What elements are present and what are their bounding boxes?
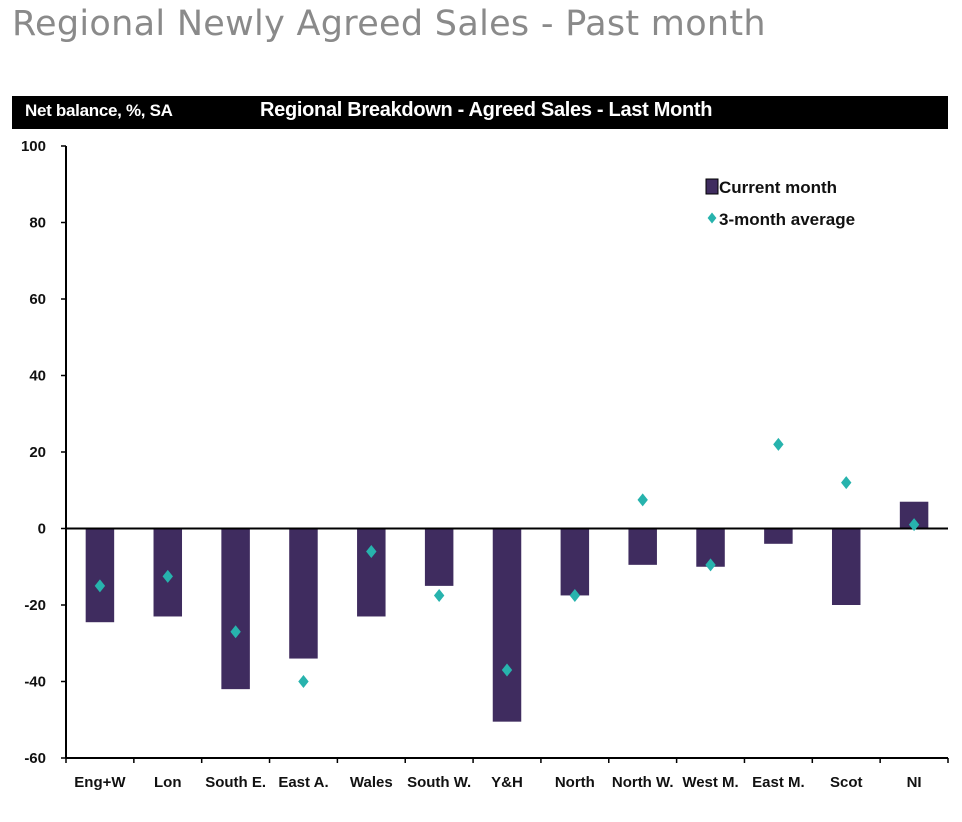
y-tick-label: 60 bbox=[29, 291, 46, 308]
bar-south-e bbox=[221, 528, 250, 690]
x-tick-label-eng-w: Eng+W bbox=[74, 774, 126, 791]
x-tick-label-scot: Scot bbox=[830, 774, 863, 791]
x-tick-label-south-w: South W. bbox=[407, 774, 471, 791]
bar-north-w bbox=[628, 528, 657, 565]
bar-east-a bbox=[289, 528, 318, 659]
x-tick-label-ni: NI bbox=[907, 774, 922, 791]
chart-header-bar: Net balance, %, SA Regional Breakdown - … bbox=[12, 96, 948, 129]
x-tick-label-north: North bbox=[555, 774, 595, 791]
x-tick-label-east-m: East M. bbox=[752, 774, 805, 791]
marker-eng-w bbox=[94, 579, 106, 593]
marker-east-a bbox=[298, 675, 309, 688]
y-tick-label: 0 bbox=[38, 521, 46, 538]
x-tick-label-east-a: East A. bbox=[278, 774, 328, 791]
bars-group bbox=[85, 501, 929, 722]
bar-east-m bbox=[764, 528, 793, 544]
marker-south-e bbox=[230, 625, 241, 639]
bar-south-w bbox=[424, 528, 454, 586]
x-tick-label-west-m: West M. bbox=[682, 774, 738, 791]
markers-group bbox=[94, 437, 920, 688]
marker-west-m bbox=[705, 558, 716, 572]
bar-eng-w bbox=[85, 528, 115, 623]
y-tick-label: 100 bbox=[21, 138, 46, 155]
chart-title: Regional Breakdown - Agreed Sales - Last… bbox=[260, 99, 713, 121]
marker-wales bbox=[366, 544, 377, 558]
y-axis-ticks: 100 80 60 40 20 0 -20 -40 -60 bbox=[21, 138, 66, 767]
bar-y-h bbox=[492, 528, 522, 722]
marker-east-m bbox=[773, 437, 784, 451]
y-axis-unit-label: Net balance, %, SA bbox=[25, 101, 173, 120]
bar-wales bbox=[357, 528, 386, 617]
x-tick-label-south-e: South E. bbox=[205, 774, 266, 791]
y-tick-label: 80 bbox=[29, 215, 46, 232]
legend-3-month-average-swatch bbox=[707, 212, 717, 224]
marker-north-w bbox=[637, 493, 648, 507]
legend-current-month-swatch bbox=[705, 178, 719, 195]
x-axis-labels: Eng+W Lon South E. East A. Wales South W. Y&H N… bbox=[74, 774, 921, 791]
legend: Current month 3-month average bbox=[705, 178, 855, 229]
page-title: Regional Newly Agreed Sales - Past month bbox=[12, 4, 766, 44]
x-tick-label-y-h: Y&H bbox=[491, 774, 523, 791]
y-tick-label: 40 bbox=[29, 368, 46, 385]
bar-north bbox=[560, 528, 590, 596]
x-tick-label-north-w: North W. bbox=[612, 774, 674, 791]
legend-current-month-label: Current month bbox=[719, 178, 837, 197]
y-tick-label: 20 bbox=[29, 444, 46, 461]
bar-scot bbox=[831, 528, 861, 605]
x-tick-label-lon: Lon bbox=[154, 774, 182, 791]
marker-lon bbox=[162, 569, 173, 583]
marker-south-w bbox=[433, 588, 445, 602]
y-tick-label: -40 bbox=[24, 674, 46, 691]
marker-y-h bbox=[501, 663, 513, 677]
legend-3-month-average-label: 3-month average bbox=[719, 210, 855, 229]
axes-group bbox=[65, 146, 949, 763]
x-tick-label-wales: Wales bbox=[350, 774, 393, 791]
y-tick-label: -60 bbox=[24, 750, 46, 767]
y-tick-label: -20 bbox=[24, 597, 46, 614]
marker-scot bbox=[841, 476, 852, 490]
marker-ni bbox=[908, 518, 920, 532]
marker-north bbox=[569, 588, 581, 602]
